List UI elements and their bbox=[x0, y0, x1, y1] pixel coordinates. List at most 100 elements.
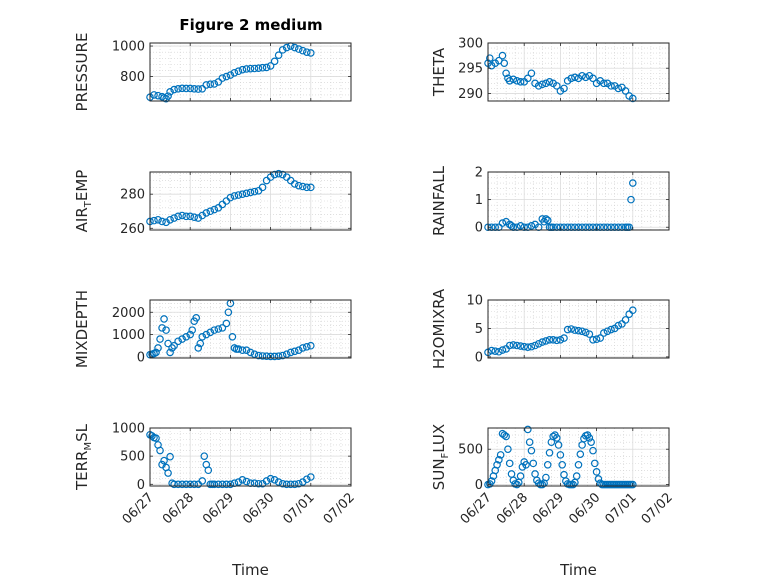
axes-box bbox=[487, 427, 670, 487]
data-point bbox=[290, 480, 299, 489]
data-point bbox=[174, 212, 182, 221]
data-point bbox=[274, 478, 283, 486]
data-point bbox=[206, 80, 215, 89]
data-point bbox=[560, 334, 568, 342]
panel-rainfall: 0 1 2 RAINFALL bbox=[430, 165, 670, 236]
data-point bbox=[600, 329, 608, 337]
data-point bbox=[254, 64, 263, 72]
data-point bbox=[202, 209, 211, 217]
data-point bbox=[278, 351, 287, 360]
data-point bbox=[571, 326, 579, 334]
data-point bbox=[496, 451, 505, 459]
panel-theta: 290 295 300 THETA bbox=[430, 37, 670, 103]
y-tick-label: 1000 bbox=[112, 328, 145, 343]
data-point bbox=[174, 337, 182, 346]
data-point bbox=[246, 188, 255, 197]
data-point bbox=[498, 51, 507, 60]
data-point bbox=[592, 468, 601, 476]
data-point bbox=[290, 347, 299, 356]
data-point bbox=[600, 79, 608, 88]
data-point bbox=[306, 341, 315, 350]
data-point bbox=[587, 438, 595, 446]
data-point bbox=[186, 84, 195, 93]
data-point bbox=[186, 330, 195, 339]
y-tick-label: 0 bbox=[137, 478, 145, 493]
data-point bbox=[258, 183, 267, 192]
y-axis-label: PRESSURE bbox=[73, 33, 91, 112]
data-point bbox=[270, 476, 279, 484]
data-point bbox=[174, 480, 182, 489]
data-point bbox=[158, 217, 166, 226]
data-point bbox=[148, 432, 156, 440]
data-point bbox=[585, 330, 594, 338]
data-point bbox=[190, 480, 199, 489]
panel-air_temp: 260 280 AIRTEMP bbox=[73, 170, 352, 237]
y-tick-label: 260 bbox=[120, 222, 145, 237]
axes-box bbox=[149, 299, 352, 359]
data-point bbox=[486, 54, 494, 62]
data-point bbox=[258, 63, 267, 72]
data-point bbox=[567, 74, 576, 83]
data-point bbox=[491, 347, 500, 355]
data-point bbox=[572, 472, 581, 480]
data-point bbox=[589, 336, 597, 344]
data-point bbox=[302, 475, 311, 484]
y-tick-label: 0 bbox=[475, 350, 483, 365]
y-tick-label: 2 bbox=[475, 166, 483, 181]
data-point bbox=[182, 212, 190, 221]
data-point bbox=[190, 213, 199, 222]
data-point bbox=[628, 179, 637, 187]
data-point bbox=[538, 480, 547, 489]
data-point bbox=[262, 352, 271, 361]
y-tick-label: 0 bbox=[137, 350, 145, 365]
data-point bbox=[542, 473, 550, 482]
data-point bbox=[509, 341, 518, 349]
data-point bbox=[200, 452, 209, 460]
data-point bbox=[298, 182, 307, 191]
data-point bbox=[238, 65, 247, 74]
data-point bbox=[628, 480, 637, 489]
data-point bbox=[502, 432, 510, 441]
data-point bbox=[516, 78, 525, 86]
data-point bbox=[198, 84, 207, 93]
data-point bbox=[500, 431, 509, 439]
data-point bbox=[266, 474, 275, 483]
data-point bbox=[242, 477, 251, 486]
data-point bbox=[298, 46, 307, 55]
y-tick-label: 0 bbox=[475, 478, 483, 493]
data-point bbox=[524, 74, 532, 83]
data-point bbox=[178, 84, 186, 93]
data-point bbox=[266, 352, 275, 361]
y-tick-label: 5 bbox=[475, 322, 483, 337]
data-point bbox=[621, 316, 630, 324]
data-point bbox=[298, 344, 307, 352]
data-point bbox=[294, 181, 303, 190]
axes-box bbox=[487, 171, 670, 231]
data-point bbox=[242, 346, 251, 354]
y-tick-label: 300 bbox=[458, 37, 483, 52]
data-point bbox=[198, 477, 207, 485]
data-point bbox=[574, 326, 583, 335]
data-point bbox=[500, 59, 509, 67]
data-point bbox=[210, 326, 219, 334]
data-point bbox=[282, 480, 291, 489]
data-point bbox=[516, 222, 525, 230]
data-point bbox=[571, 73, 579, 82]
y-axis-label: AIRTEMP bbox=[73, 170, 94, 233]
data-point bbox=[214, 325, 223, 333]
data-point bbox=[270, 352, 279, 361]
data-point bbox=[234, 67, 243, 76]
data-point bbox=[504, 445, 512, 454]
y-tick-label: 500 bbox=[458, 443, 483, 458]
data-point bbox=[594, 475, 603, 483]
data-point bbox=[507, 222, 516, 230]
data-point bbox=[590, 459, 599, 468]
data-point bbox=[505, 459, 514, 468]
data-point bbox=[520, 342, 529, 351]
data-point bbox=[210, 480, 219, 489]
data-point bbox=[282, 43, 291, 52]
data-point bbox=[543, 460, 552, 469]
data-point bbox=[202, 330, 211, 339]
data-point bbox=[250, 350, 259, 359]
